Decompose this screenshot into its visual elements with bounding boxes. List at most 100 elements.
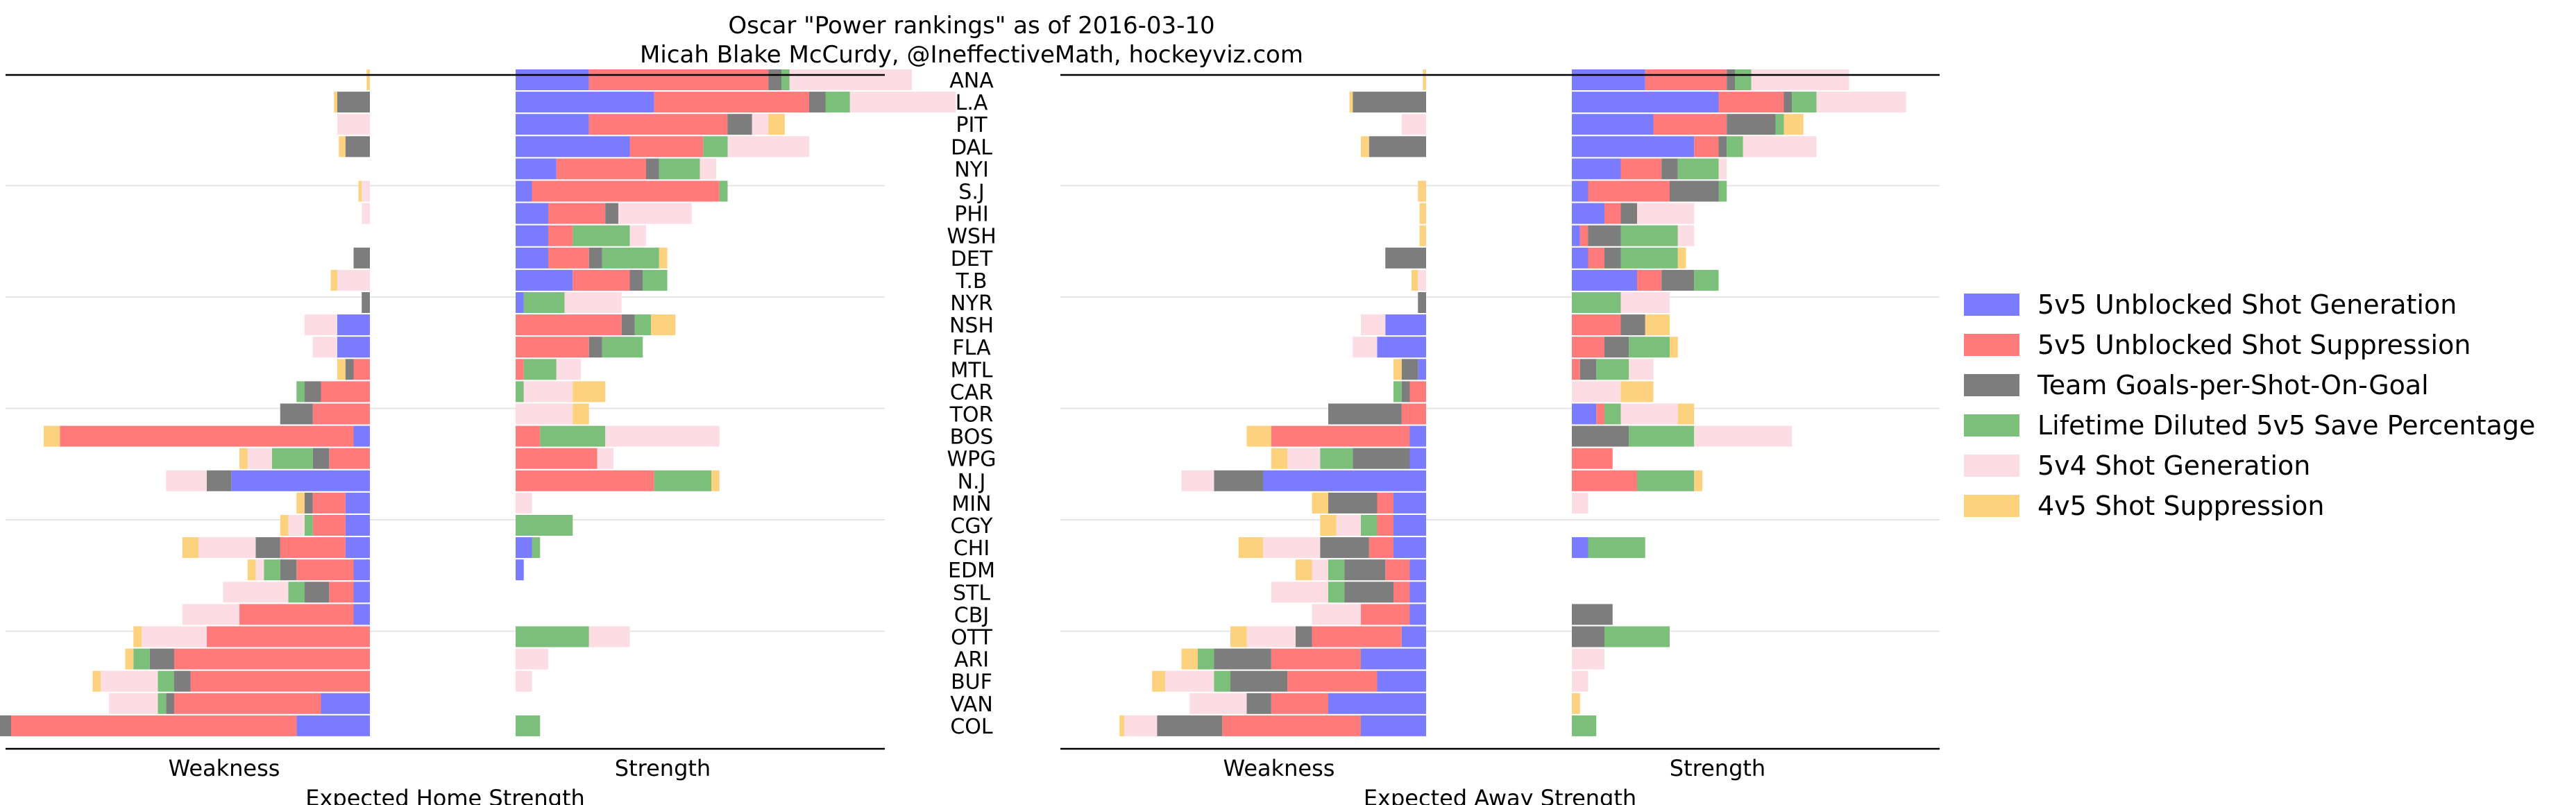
bar-gen5v5-S.J <box>516 180 532 202</box>
bar-gen5v4-MTL <box>556 359 581 380</box>
bar-gpsog-L.A <box>337 92 370 113</box>
team-label-MTL: MTL <box>951 358 993 382</box>
bar-sup4v5-DAL <box>1361 136 1369 158</box>
bar-gen5v4-DAL <box>727 136 809 158</box>
bar-sv5v5-ANA <box>1735 69 1752 90</box>
bar-gen5v5-CHI <box>1393 537 1426 559</box>
bar-sup5v5-FLA <box>1572 337 1604 358</box>
team-label-EDM: EDM <box>948 559 995 583</box>
bar-gpsog-BOS <box>1572 425 1629 447</box>
bar-gen5v4-PIT <box>752 114 769 135</box>
bar-sup5v5-WSH <box>548 225 573 246</box>
bar-gpsog-NYR <box>1418 292 1426 313</box>
bar-gen5v4-ARI <box>1572 648 1604 670</box>
bar-sup5v5-T.B <box>1637 269 1662 291</box>
bar-gen5v4-WPG <box>1287 448 1321 469</box>
bar-sup4v5-DET <box>659 247 668 269</box>
bar-sv5v5-N.J <box>1637 470 1695 491</box>
bar-sup5v5-COL <box>11 715 297 736</box>
bar-gpsog-WSH <box>1588 225 1621 246</box>
team-label-WSH: WSH <box>947 225 996 249</box>
bar-sv5v5-S.J <box>1718 180 1727 202</box>
bar-sup4v5-ARI <box>125 648 134 670</box>
bar-gen5v4-CAR <box>1572 381 1621 402</box>
bar-sup5v5-CGY <box>1377 515 1393 536</box>
bar-gen5v4-ANA <box>789 69 913 90</box>
bar-sup5v5-BOS <box>60 425 354 447</box>
bar-gen5v4-PHI <box>1637 203 1695 224</box>
bar-gpsog-DET <box>353 247 370 269</box>
bar-gen5v5-WSH <box>516 225 548 246</box>
bar-sup4v5-PIT <box>1783 114 1804 135</box>
bar-sup5v5-MTL <box>1572 359 1580 380</box>
bar-sv5v5-MTL <box>523 359 557 380</box>
bar-gpsog-FLA <box>1604 337 1629 358</box>
team-label-NYR: NYR <box>950 291 993 316</box>
team-label-PHI: PHI <box>954 203 989 227</box>
bar-gpsog-T.B <box>629 269 643 291</box>
bar-sv5v5-L.A <box>825 92 850 113</box>
bar-gen5v4-OTT <box>142 626 207 647</box>
legend-swatch <box>1964 334 2019 356</box>
bar-sup5v5-COL <box>1222 715 1361 736</box>
bar-gen5v4-NYR <box>1620 292 1670 313</box>
weakness-label: Weakness <box>1223 755 1335 781</box>
bar-gen5v4-EDM <box>255 559 264 581</box>
bar-gen5v5-FLA <box>1377 337 1426 358</box>
team-label-STL: STL <box>953 581 990 605</box>
bar-gen5v5-TOR <box>1572 403 1597 425</box>
team-label-CGY: CGY <box>950 514 993 539</box>
bar-sup5v5-ANA <box>588 69 769 90</box>
bar-gen5v5-CBJ <box>353 604 370 625</box>
bar-sv5v5-ARI <box>1198 648 1214 670</box>
bar-sup5v5-DET <box>1588 247 1604 269</box>
bar-gpsog-T.B <box>1661 269 1695 291</box>
bar-sv5v5-CAR <box>296 381 305 402</box>
bar-gen5v5-CGY <box>345 515 370 536</box>
bar-sup4v5-ANA <box>366 69 370 90</box>
bar-gpsog-CHI <box>255 537 280 559</box>
bar-gpsog-ANA <box>768 69 782 90</box>
bar-sup5v5-STL <box>1393 582 1410 603</box>
bar-gen5v5-N.J <box>231 470 370 491</box>
bar-sup5v5-VAN <box>1271 693 1328 714</box>
bar-sv5v5-N.J <box>654 470 711 491</box>
bar-sup4v5-EDM <box>1296 559 1312 581</box>
bar-gen5v5-PHI <box>1572 203 1604 224</box>
bar-sv5v5-MTL <box>1596 359 1629 380</box>
bar-gpsog-PIT <box>1727 114 1776 135</box>
weakness-label: Weakness <box>169 755 280 781</box>
bar-sup4v5-L.A <box>1349 92 1353 113</box>
bar-gen5v4-S.J <box>362 180 370 202</box>
bar-sv5v5-NYI <box>659 158 700 180</box>
bar-sup4v5-MIN <box>1312 492 1328 514</box>
team-labels: ANAL.APITDALNYIS.JPHIWSHDETT.BNYRNSHFLAM… <box>947 69 996 739</box>
legend-swatch <box>1964 294 2019 316</box>
bar-gpsog-EDM <box>1344 559 1386 581</box>
bar-gen5v5-N.J <box>1263 470 1426 491</box>
bar-sup5v5-NSH <box>516 314 622 336</box>
bar-gen5v4-CGY <box>288 515 305 536</box>
bar-gen5v4-PHI <box>618 203 692 224</box>
bar-sup4v5-NSH <box>651 314 676 336</box>
bar-sup4v5-S.J <box>358 180 362 202</box>
legend-swatch <box>1964 455 2019 477</box>
bar-sv5v5-CHI <box>1588 537 1645 559</box>
legend-label: 4v5 Shot Suppression <box>2037 491 2325 521</box>
bar-sv5v5-WPG <box>272 448 313 469</box>
team-label-N.J: N.J <box>958 470 986 494</box>
bar-sv5v5-EDM <box>264 559 280 581</box>
bar-sup4v5-MTL <box>337 359 346 380</box>
chart-subtitle: Micah Blake McCurdy, @IneffectiveMath, h… <box>640 41 1303 69</box>
bar-gen5v4-T.B <box>337 269 370 291</box>
team-label-CBJ: CBJ <box>954 603 989 627</box>
bar-gen5v4-CBJ <box>182 604 239 625</box>
bar-sup5v5-VAN <box>174 693 321 714</box>
bar-gpsog-MIN <box>305 492 313 514</box>
bar-sup4v5-BOS <box>1246 425 1271 447</box>
bar-sup5v5-PIT <box>1653 114 1727 135</box>
bar-sup5v5-ANA <box>1645 69 1727 90</box>
team-label-ANA: ANA <box>949 69 994 93</box>
bar-sup5v5-CBJ <box>1361 604 1410 625</box>
